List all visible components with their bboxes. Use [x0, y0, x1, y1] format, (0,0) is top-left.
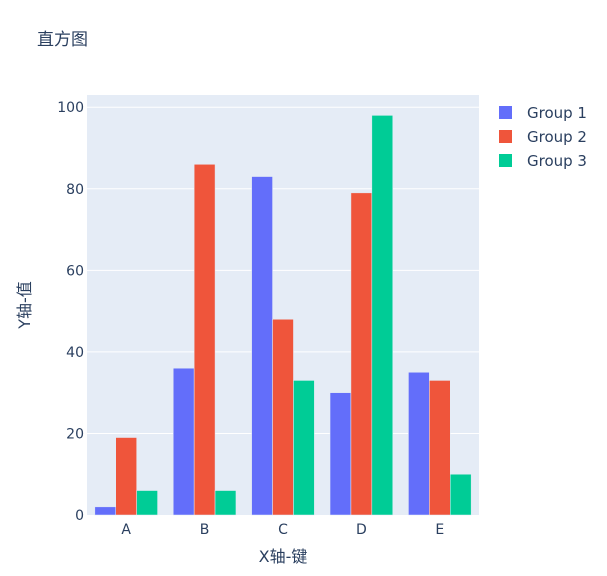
y-tick-label: 20	[66, 426, 84, 442]
legend-swatch	[499, 154, 512, 167]
bar-group-3-a[interactable]	[136, 490, 158, 516]
y-tick-label: 80	[66, 182, 84, 198]
y-axis-ticks: 0 20 40 60 80 100	[57, 100, 84, 524]
bar-group-2-e[interactable]	[429, 380, 451, 516]
legend-label: Group 1	[527, 104, 587, 122]
bar-group-3-d[interactable]	[371, 115, 394, 516]
x-tick-label: C	[278, 522, 288, 538]
x-tick-label: D	[356, 522, 367, 538]
x-tick-label: A	[121, 522, 131, 538]
legend-swatch	[499, 130, 512, 143]
legend-item-group-1[interactable]: Group 1	[499, 104, 587, 122]
y-tick-label: 60	[66, 263, 84, 279]
y-tick-label: 0	[75, 508, 84, 524]
bar-group-1-b[interactable]	[172, 367, 195, 516]
x-tick-label: B	[200, 522, 210, 538]
bar-group-3-e[interactable]	[450, 473, 472, 516]
bars	[94, 115, 472, 516]
x-axis-label: X轴-键	[259, 547, 308, 566]
bar-group-1-d[interactable]	[329, 392, 352, 516]
y-tick-label: 100	[57, 100, 84, 116]
bar-group-2-a[interactable]	[115, 437, 137, 516]
legend-item-group-2[interactable]: Group 2	[499, 128, 587, 146]
legend-label: Group 2	[527, 128, 587, 146]
chart-title: 直方图	[37, 30, 88, 50]
x-tick-label: E	[435, 522, 444, 538]
legend: Group 1 Group 2 Group 3	[499, 104, 587, 170]
x-axis-ticks: A B C D E	[121, 522, 444, 538]
bar-group-2-b[interactable]	[193, 164, 216, 516]
legend-swatch	[499, 106, 512, 119]
y-axis-label: Y轴-值	[15, 281, 34, 330]
bar-group-1-a[interactable]	[94, 506, 116, 516]
legend-item-group-3[interactable]: Group 3	[499, 152, 587, 170]
bar-group-1-e[interactable]	[408, 372, 430, 516]
legend-label: Group 3	[527, 152, 587, 170]
bar-group-3-c[interactable]	[293, 380, 315, 516]
y-tick-label: 40	[66, 345, 84, 361]
bar-group-1-c[interactable]	[251, 176, 273, 516]
bar-group-3-b[interactable]	[214, 490, 237, 516]
bar-group-2-d[interactable]	[350, 192, 373, 516]
bar-group-2-c[interactable]	[272, 319, 294, 516]
